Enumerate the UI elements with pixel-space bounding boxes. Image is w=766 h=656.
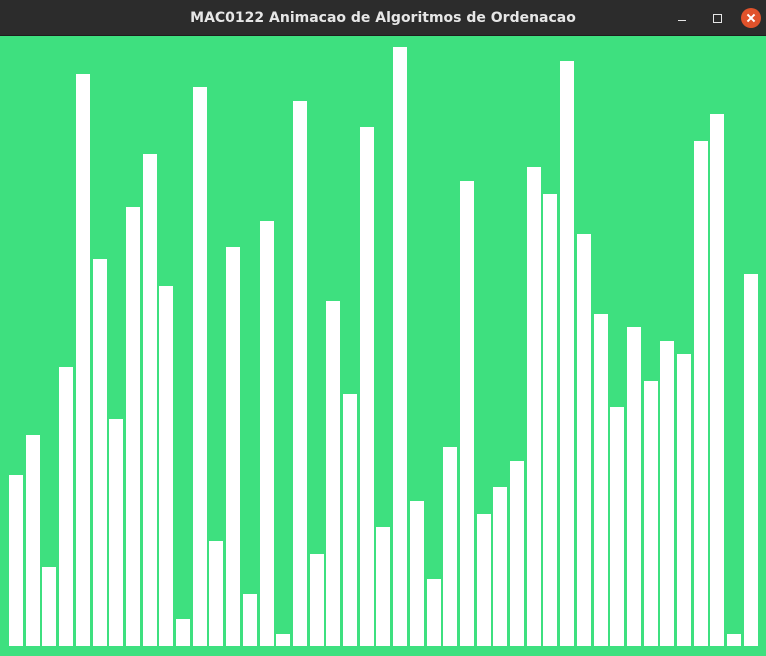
sort-bar [710, 114, 724, 646]
sort-bar [594, 314, 608, 646]
canvas-bottom-strip [0, 646, 766, 656]
sort-bar [360, 127, 374, 646]
sort-bar [627, 327, 641, 646]
sort-bar [26, 435, 40, 646]
sort-bar [76, 74, 90, 646]
sort-bar [143, 154, 157, 646]
minimize-button[interactable] [672, 8, 692, 28]
sort-bar [326, 301, 340, 646]
sort-bar [159, 286, 173, 646]
bars-chart [0, 36, 766, 656]
bars-group [0, 47, 766, 656]
sort-bar [376, 527, 390, 646]
title-bar[interactable]: MAC0122 Animacao de Algoritmos de Ordena… [0, 0, 766, 36]
sort-bar [610, 407, 624, 646]
sort-bar [176, 619, 190, 646]
sort-bar [660, 341, 674, 646]
animation-canvas [0, 36, 766, 656]
sort-bar [410, 501, 424, 646]
sort-bar [126, 207, 140, 646]
sort-bar [694, 141, 708, 646]
sort-bar [577, 234, 591, 646]
close-button[interactable] [741, 8, 761, 28]
sort-bar [293, 101, 307, 646]
sort-bar [93, 259, 107, 646]
sort-bar [209, 541, 223, 646]
sort-bar [310, 554, 324, 646]
close-icon [741, 8, 761, 28]
sort-bar [193, 87, 207, 646]
sort-bar [493, 487, 507, 646]
sort-bar [727, 634, 741, 646]
sort-bar [226, 247, 240, 646]
sort-bar [527, 167, 541, 646]
window-title: MAC0122 Animacao de Algoritmos de Ordena… [190, 10, 576, 26]
sort-bar [343, 394, 357, 646]
sort-bar [243, 594, 257, 646]
sort-bar [560, 61, 574, 646]
sort-bar [59, 367, 73, 646]
sort-bar [9, 475, 23, 646]
sort-bar [460, 181, 474, 646]
sort-bar [644, 381, 658, 646]
sort-bar [393, 47, 407, 646]
sort-bar [543, 194, 557, 646]
maximize-button[interactable] [707, 8, 727, 28]
maximize-icon [712, 13, 722, 23]
sort-bar [109, 419, 123, 646]
sort-bar [677, 354, 691, 646]
minimize-icon [678, 20, 686, 21]
sort-bar [276, 634, 290, 646]
sort-bar [510, 461, 524, 646]
sort-bar [42, 567, 56, 646]
sort-bar [443, 447, 457, 646]
sort-bar [260, 221, 274, 646]
sort-bar [477, 514, 491, 646]
sort-bar [427, 579, 441, 646]
sort-bar [744, 274, 758, 646]
